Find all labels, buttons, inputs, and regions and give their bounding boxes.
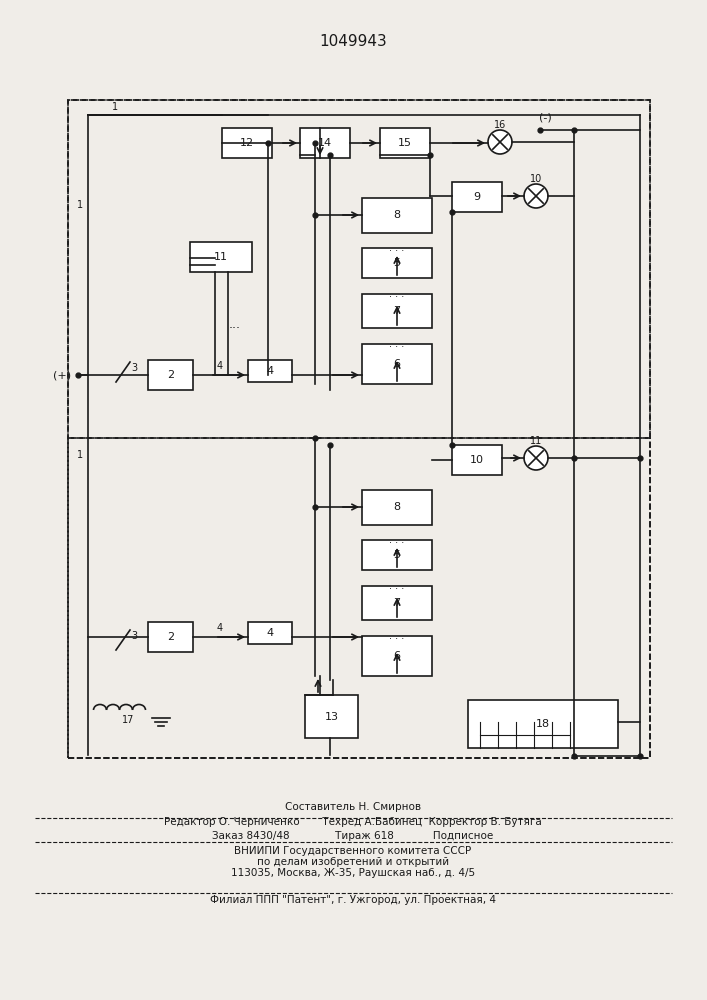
Text: 1049943: 1049943 bbox=[319, 34, 387, 49]
Bar bbox=[362, 294, 432, 328]
Bar bbox=[68, 100, 650, 438]
Text: 8: 8 bbox=[393, 211, 401, 221]
Text: ...: ... bbox=[229, 318, 241, 332]
Text: 1: 1 bbox=[112, 102, 118, 112]
Text: 13: 13 bbox=[325, 712, 339, 722]
Text: 9: 9 bbox=[474, 192, 481, 202]
Text: 15: 15 bbox=[398, 138, 412, 148]
Text: 4: 4 bbox=[267, 366, 274, 376]
Bar bbox=[68, 100, 650, 758]
Text: 5: 5 bbox=[394, 550, 400, 560]
Bar bbox=[452, 182, 502, 212]
Text: . . .: . . . bbox=[390, 581, 404, 591]
Bar bbox=[380, 128, 430, 158]
Text: 4: 4 bbox=[267, 628, 274, 638]
Bar bbox=[362, 198, 432, 233]
Text: 4: 4 bbox=[217, 361, 223, 371]
Text: 16: 16 bbox=[494, 120, 506, 130]
Bar bbox=[222, 128, 272, 158]
Text: . . .: . . . bbox=[390, 535, 404, 545]
Text: по делам изобретений и открытий: по делам изобретений и открытий bbox=[257, 857, 449, 867]
Text: Заказ 8430/48              Тираж 618            Подписное: Заказ 8430/48 Тираж 618 Подписное bbox=[212, 831, 493, 841]
Bar bbox=[362, 344, 432, 384]
Text: 7: 7 bbox=[393, 598, 401, 608]
Text: . . .: . . . bbox=[390, 289, 404, 299]
Text: . . .: . . . bbox=[390, 631, 404, 641]
Bar bbox=[452, 445, 502, 475]
Text: 113035, Москва, Ж-35, Раушская наб., д. 4/5: 113035, Москва, Ж-35, Раушская наб., д. … bbox=[231, 868, 475, 878]
Text: 4: 4 bbox=[217, 623, 223, 633]
Bar bbox=[362, 636, 432, 676]
Text: (-): (-) bbox=[539, 113, 551, 123]
Text: 18: 18 bbox=[536, 719, 550, 729]
Bar bbox=[362, 490, 432, 525]
Text: Составитель Н. Смирнов: Составитель Н. Смирнов bbox=[285, 802, 421, 812]
Text: 1: 1 bbox=[77, 200, 83, 210]
Text: 17: 17 bbox=[122, 715, 134, 725]
Text: ВНИИПИ Государственного комитета СССР: ВНИИПИ Государственного комитета СССР bbox=[235, 846, 472, 856]
Circle shape bbox=[524, 446, 548, 470]
Text: 10: 10 bbox=[530, 174, 542, 184]
Text: 3: 3 bbox=[131, 631, 137, 641]
Text: Редактор О. Черниченко       Техред А.Бабинец  Корректор В. Бутяга: Редактор О. Черниченко Техред А.Бабинец … bbox=[164, 817, 542, 827]
Text: . . .: . . . bbox=[390, 339, 404, 349]
Bar bbox=[362, 540, 432, 570]
Text: 1: 1 bbox=[77, 450, 83, 460]
Text: 14: 14 bbox=[318, 138, 332, 148]
Text: 11: 11 bbox=[214, 252, 228, 262]
Text: 7: 7 bbox=[393, 306, 401, 316]
Bar bbox=[248, 622, 292, 644]
Text: 11: 11 bbox=[530, 436, 542, 446]
Text: 10: 10 bbox=[470, 455, 484, 465]
Bar bbox=[305, 695, 358, 738]
Bar bbox=[362, 248, 432, 278]
Text: Филиал ППП "Патент", г. Ужгород, ул. Проектная, 4: Филиал ППП "Патент", г. Ужгород, ул. Про… bbox=[210, 895, 496, 905]
Bar bbox=[68, 438, 650, 758]
Bar bbox=[248, 360, 292, 382]
Bar bbox=[468, 700, 618, 748]
Text: 2: 2 bbox=[167, 370, 174, 380]
Bar bbox=[148, 360, 193, 390]
Bar bbox=[148, 622, 193, 652]
Text: 6: 6 bbox=[394, 651, 400, 661]
Text: 6: 6 bbox=[394, 359, 400, 369]
Bar bbox=[190, 242, 252, 272]
Text: 2: 2 bbox=[167, 632, 174, 642]
Text: . . .: . . . bbox=[390, 243, 404, 253]
Bar bbox=[300, 128, 350, 158]
Circle shape bbox=[488, 130, 512, 154]
Circle shape bbox=[524, 184, 548, 208]
Bar bbox=[362, 586, 432, 620]
Text: 5: 5 bbox=[394, 258, 400, 268]
Text: 3: 3 bbox=[131, 363, 137, 373]
Text: 8: 8 bbox=[393, 502, 401, 512]
Text: (+): (+) bbox=[53, 370, 71, 380]
Text: 12: 12 bbox=[240, 138, 254, 148]
